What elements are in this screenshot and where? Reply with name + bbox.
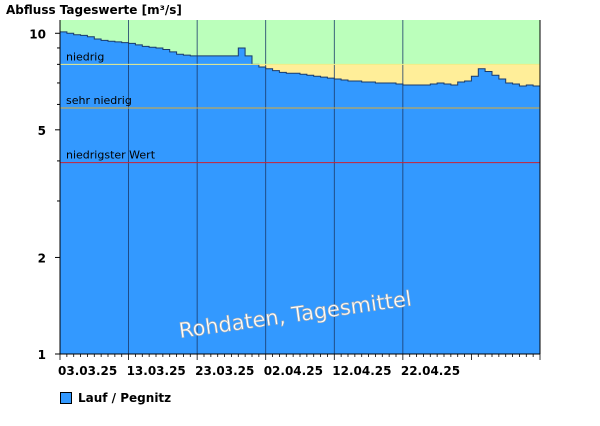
- legend: Lauf / Pegnitz: [60, 391, 171, 405]
- x-tick-label-5: 22.04.25: [401, 364, 460, 378]
- x-tick-label-4: 12.04.25: [332, 364, 391, 378]
- x-tick-label-3: 02.04.25: [264, 364, 323, 378]
- legend-swatch: [60, 392, 72, 404]
- threshold-label-1: sehr niedrig: [66, 94, 132, 107]
- series-area: [60, 31, 540, 355]
- threshold-label-2: niedrigster Wert: [66, 149, 156, 162]
- series-line: [60, 31, 540, 87]
- y-tick-label-0: 1: [38, 348, 46, 362]
- y-tick-label-3: 10: [29, 27, 46, 41]
- y-tick-label-1: 2: [38, 251, 46, 265]
- legend-label: Lauf / Pegnitz: [78, 391, 172, 405]
- chart-title: Abfluss Tageswerte [m³/s]: [6, 3, 182, 17]
- x-tick-label-0: 03.03.25: [58, 364, 117, 378]
- y-tick-label-2: 5: [38, 124, 46, 138]
- x-tick-label-1: 13.03.25: [127, 364, 186, 378]
- x-tick-label-2: 23.03.25: [195, 364, 254, 378]
- threshold-label-0: niedrig: [66, 50, 104, 63]
